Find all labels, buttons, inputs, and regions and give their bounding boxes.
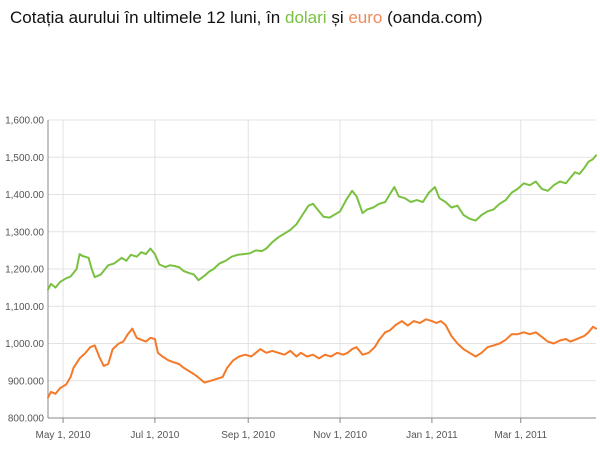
grid [48,119,596,419]
y-tick-label: 900.000 [8,376,45,387]
title-prefix: Cotația aurului în ultimele 12 luni, în [10,8,285,27]
x-tick-label: Mar 1, 2011 [494,430,547,441]
x-tick-label: Jan 1, 2011 [406,430,458,441]
title-suffix: (oanda.com) [382,8,483,27]
title-usd-word: dolari [285,8,327,27]
x-tick-label: Jul 1, 2010 [130,430,179,441]
x-tick-label: Nov 1, 2010 [313,430,367,441]
series-line-usd [47,154,597,291]
y-tick-label: 1,200.00 [5,265,44,276]
chart-title: Cotația aurului în ultimele 12 luni, în … [10,8,483,28]
y-tick-label: 1,600.00 [5,116,44,127]
x-tick-label: Sep 1, 2010 [221,430,275,441]
y-tick-label: 1,500.00 [5,153,44,164]
y-tick-label: 1,000.00 [5,339,44,350]
series-line-eur [47,318,597,399]
y-tick-label: 800.000 [8,414,45,425]
y-tick-label: 1,300.00 [5,227,44,238]
series [47,154,597,399]
title-eur-word: euro [348,8,383,27]
axes: 800.000 900.000 1,000.00 1,100.00 1,200.00 1,… [5,116,596,441]
title-conjunction: și [326,8,349,27]
y-tick-label: 1,400.00 [5,190,44,201]
x-tick-label: May 1, 2010 [36,430,91,441]
y-tick-label: 1,100.00 [5,302,44,313]
